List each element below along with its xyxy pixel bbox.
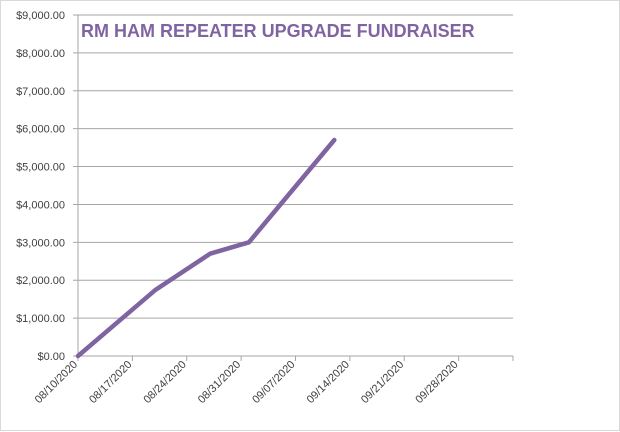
y-tick-label: $6,000.00 bbox=[16, 124, 65, 136]
x-tick-label: 08/17/2020 bbox=[87, 359, 134, 406]
x-tick-label: 08/31/2020 bbox=[196, 359, 243, 406]
y-tick-label: $4,000.00 bbox=[16, 199, 65, 211]
x-tick-label: 08/10/2020 bbox=[33, 359, 80, 406]
y-tick-label: $2,000.00 bbox=[16, 275, 65, 287]
y-tick-label: $3,000.00 bbox=[16, 237, 65, 249]
y-tick-label: $7,000.00 bbox=[16, 86, 65, 98]
data-point bbox=[77, 355, 79, 357]
y-tick-label: $9,000.00 bbox=[16, 10, 65, 22]
y-tick-label: $1,000.00 bbox=[16, 313, 65, 325]
axes bbox=[73, 14, 514, 361]
gridlines bbox=[78, 14, 513, 319]
data-point bbox=[209, 253, 211, 255]
y-tick-label: $0.00 bbox=[37, 351, 65, 363]
data-point bbox=[333, 139, 335, 141]
x-tick-label: 09/07/2020 bbox=[250, 359, 297, 406]
series-line bbox=[75, 137, 337, 359]
y-axis-tick-labels: $0.00 $1,000.00 $2,000.00 $3,000.00 $4,000.0… bbox=[16, 10, 65, 363]
data-point bbox=[155, 289, 157, 291]
x-tick-label: 09/14/2020 bbox=[305, 359, 352, 406]
series-layer bbox=[75, 137, 337, 359]
y-tick-label: $8,000.00 bbox=[16, 48, 65, 60]
x-axis-tick-labels: 08/10/2020 08/17/2020 08/24/2020 08/31/2020… bbox=[33, 359, 461, 406]
chart-title: RM HAM REPEATER UPGRADE FUNDRAISER bbox=[81, 21, 475, 41]
x-tick-label: 09/28/2020 bbox=[413, 359, 460, 406]
x-tick-label: 09/21/2020 bbox=[359, 359, 406, 406]
y-tick-label: $5,000.00 bbox=[16, 162, 65, 174]
x-tick-label: 08/24/2020 bbox=[141, 359, 188, 406]
data-point bbox=[248, 241, 250, 243]
